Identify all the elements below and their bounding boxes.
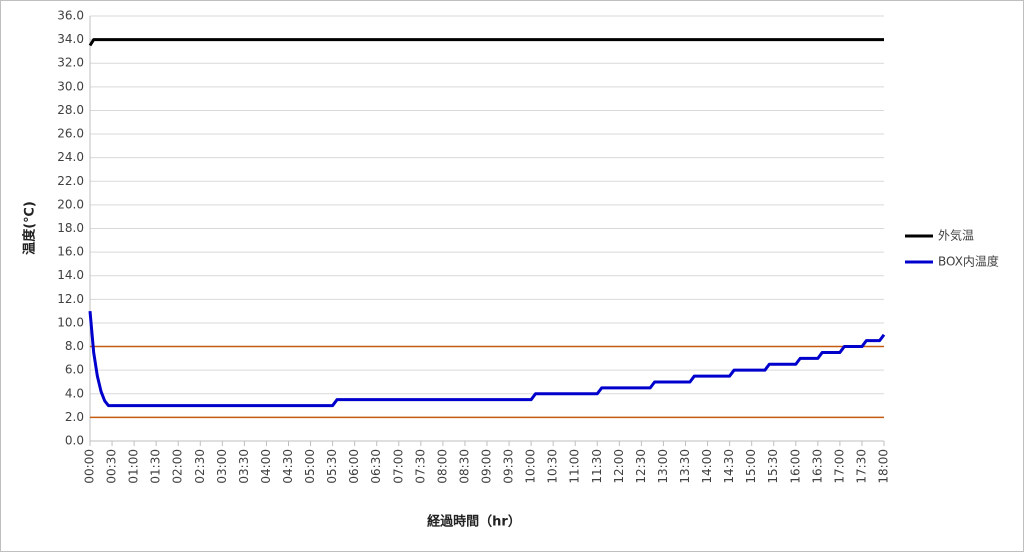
legend-label: BOX内温度	[938, 254, 999, 269]
x-tick-label: 04:30	[281, 449, 295, 484]
y-tick-label: 0.0	[65, 434, 84, 448]
x-tick-label: 00:30	[105, 449, 119, 484]
x-tick-label: 10:00	[524, 449, 538, 484]
x-tick-label: 08:30	[457, 449, 471, 484]
x-tick-label: 09:00	[480, 449, 494, 484]
x-tick-label: 15:30	[766, 449, 780, 484]
x-tick-label: 11:30	[590, 449, 604, 484]
x-tick-label: 12:00	[612, 449, 626, 484]
x-tick-label: 00:00	[83, 449, 97, 484]
y-tick-label: 24.0	[57, 150, 84, 164]
y-tick-label: 8.0	[65, 339, 84, 353]
x-tick-label: 07:30	[413, 449, 427, 484]
y-tick-label: 10.0	[57, 315, 84, 329]
x-tick-label: 06:00	[347, 449, 361, 484]
y-tick-label: 26.0	[57, 127, 84, 141]
y-tick-label: 36.0	[57, 9, 84, 23]
x-tick-label: 14:30	[722, 449, 736, 484]
x-tick-label: 17:30	[854, 449, 868, 484]
x-tick-label: 02:00	[171, 449, 185, 484]
x-tick-label: 13:00	[656, 449, 670, 484]
y-tick-label: 30.0	[57, 79, 84, 93]
x-tick-label: 14:00	[700, 449, 714, 484]
x-tick-label: 03:30	[237, 449, 251, 484]
x-tick-label: 05:30	[325, 449, 339, 484]
x-tick-label: 07:00	[391, 449, 405, 484]
x-tick-label: 02:30	[193, 449, 207, 484]
x-tick-label: 03:00	[215, 449, 229, 484]
y-tick-label: 28.0	[57, 103, 84, 117]
x-tick-label: 13:30	[678, 449, 692, 484]
x-tick-label: 01:30	[149, 449, 163, 484]
y-tick-label: 14.0	[57, 268, 84, 282]
y-tick-label: 18.0	[57, 221, 84, 235]
x-tick-label: 11:00	[568, 449, 582, 484]
x-tick-label: 15:00	[744, 449, 758, 484]
x-tick-label: 05:00	[303, 449, 317, 484]
x-tick-label: 12:30	[634, 449, 648, 484]
y-axis-title: 温度(℃)	[22, 201, 38, 255]
x-tick-label: 17:00	[832, 449, 846, 484]
x-tick-label: 10:30	[546, 449, 560, 484]
x-tick-label: 16:30	[810, 449, 824, 484]
y-tick-label: 2.0	[65, 410, 84, 424]
x-tick-label: 08:00	[435, 449, 449, 484]
y-tick-label: 32.0	[57, 56, 84, 70]
series-line	[88, 38, 884, 47]
x-tick-label: 01:00	[127, 449, 141, 484]
x-tick-label: 06:30	[369, 449, 383, 484]
x-tick-label: 16:00	[788, 449, 802, 484]
x-tick-label: 04:00	[259, 449, 273, 484]
y-tick-label: 34.0	[57, 32, 84, 46]
y-tick-label: 20.0	[57, 197, 84, 211]
y-tick-label: 22.0	[57, 174, 84, 188]
y-tick-label: 16.0	[57, 245, 84, 259]
x-axis-title: 経過時間（hr）	[427, 514, 521, 530]
y-tick-label: 12.0	[57, 292, 84, 306]
x-tick-label: 18:00	[877, 449, 891, 484]
legend-label: 外気温	[938, 228, 974, 243]
y-tick-label: 4.0	[65, 386, 84, 400]
series-line	[88, 311, 886, 408]
y-tick-label: 6.0	[65, 363, 84, 377]
x-tick-label: 09:30	[502, 449, 516, 484]
